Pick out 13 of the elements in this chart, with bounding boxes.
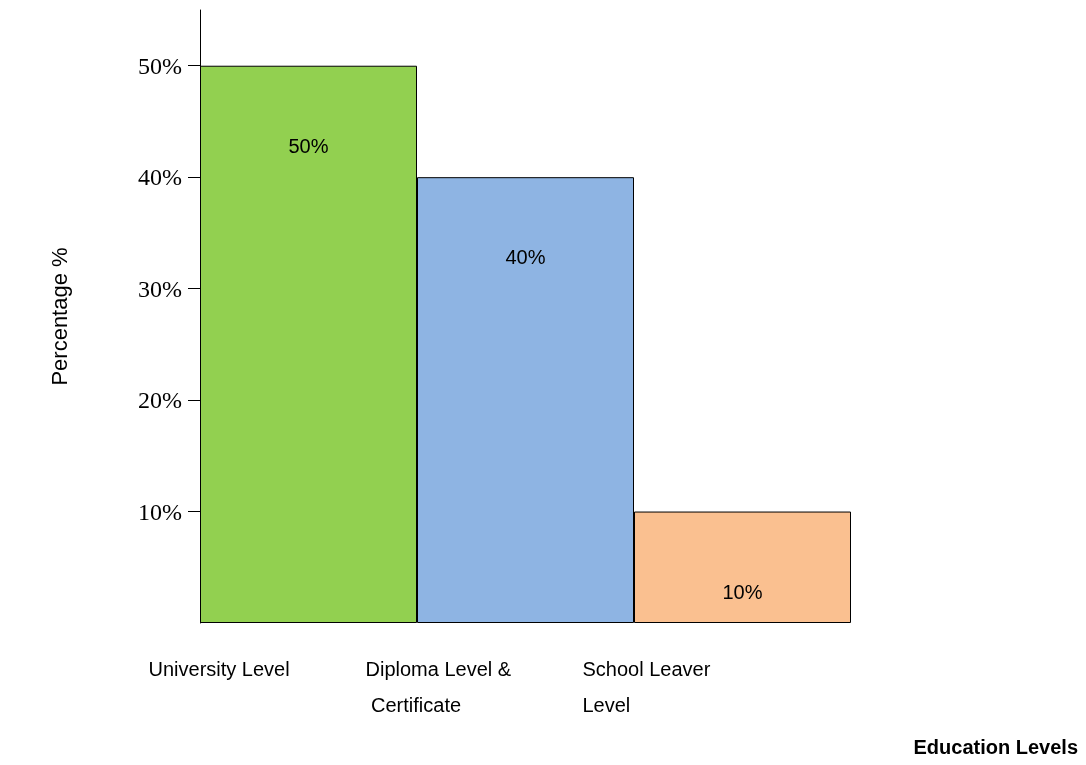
data-label: 40% xyxy=(505,246,546,269)
y-tick-label: 40% xyxy=(138,164,182,191)
y-tick-label: 30% xyxy=(138,275,182,302)
y-axis-title: Percentage % xyxy=(46,247,72,386)
y-tick-label: 50% xyxy=(138,52,182,79)
x-tick-label: School Leaver Level xyxy=(582,658,716,716)
x-tick-label: University Level xyxy=(148,658,290,680)
y-tick-label: 20% xyxy=(138,387,182,414)
y-tick-label: 10% xyxy=(138,498,182,525)
data-label: 50% xyxy=(288,134,329,157)
x-tick-label: Diploma Level & Certificate xyxy=(365,658,512,716)
data-label: 10% xyxy=(722,580,763,603)
text: Education Levels xyxy=(913,736,1079,758)
